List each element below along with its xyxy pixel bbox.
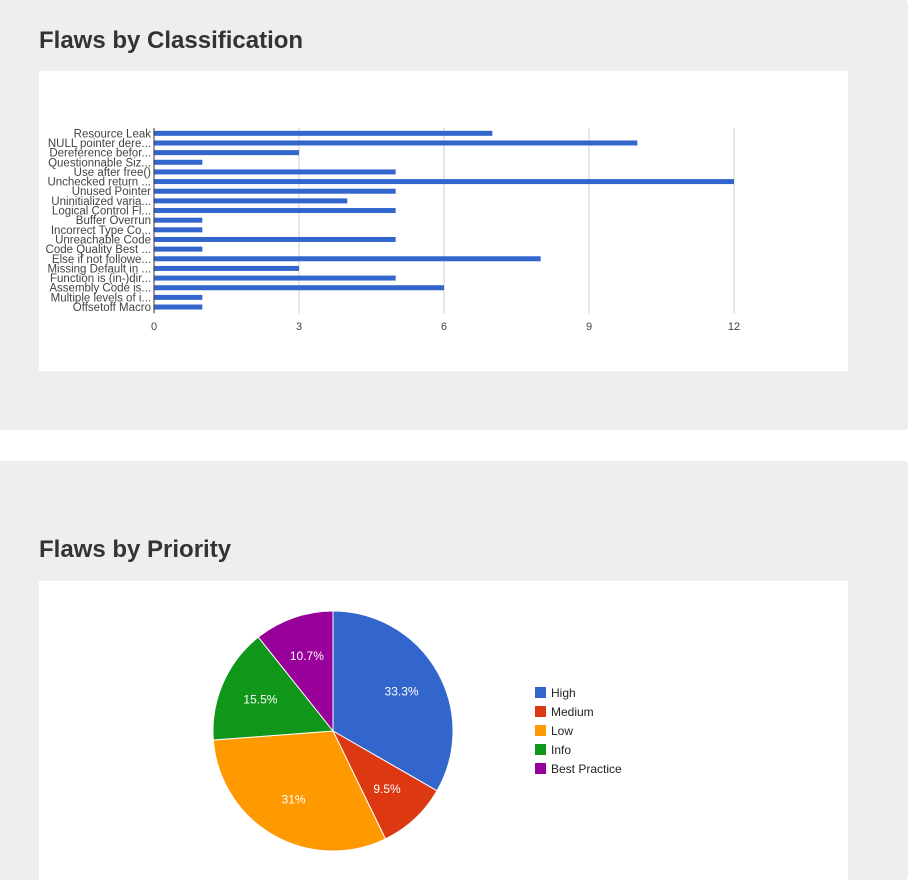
pie-slice[interactable] <box>332 610 454 792</box>
bar[interactable] <box>154 304 203 310</box>
bar[interactable] <box>154 246 203 252</box>
legend-swatch <box>535 687 546 698</box>
category-label: Incorrect Type Co... <box>51 225 151 237</box>
slice-label: 15.5% <box>243 692 277 706</box>
x-tick-label: 3 <box>296 321 302 333</box>
x-tick-label: 6 <box>441 321 447 333</box>
priority-chart-card: 33.3% 9.5% 31% 15.5% 10.7% High Medium Low Info B… <box>39 581 848 880</box>
category-label: Else if not followe... <box>52 254 151 266</box>
bar[interactable] <box>154 150 299 156</box>
category-label: Unreachable Code <box>55 234 151 246</box>
category-label: Uninitialized varia... <box>51 196 151 208</box>
priority-title: Flaws by Priority <box>39 536 232 563</box>
slice-label: 9.5% <box>373 782 401 796</box>
legend-label[interactable]: Info <box>551 743 571 757</box>
classification-chart-card: 0 3 6 9 12 Resource Leak NULL pointer dere... D… <box>39 71 848 371</box>
category-label: Buffer Overrun <box>76 215 151 227</box>
bar[interactable] <box>154 188 396 194</box>
category-label: Use after free() <box>74 167 151 179</box>
bar[interactable] <box>154 236 396 242</box>
bar[interactable] <box>154 294 203 300</box>
legend-label[interactable]: High <box>551 686 576 700</box>
bar[interactable] <box>154 227 203 233</box>
category-label: Logical Control Fl... <box>52 206 151 218</box>
legend-swatch <box>535 725 546 736</box>
bar[interactable] <box>154 208 396 214</box>
bar[interactable] <box>154 275 396 281</box>
classification-panel: Flaws by Classification 0 3 6 9 12 Resource L… <box>0 0 908 430</box>
x-tick-label: 0 <box>151 321 157 333</box>
legend-swatch <box>535 744 546 755</box>
bar[interactable] <box>154 169 396 175</box>
bar[interactable] <box>154 198 348 204</box>
bar[interactable] <box>154 179 734 185</box>
priority-panel: Flaws by Priority 33.3% 9.5% 31% 15.5% 10.7%… <box>0 461 908 880</box>
category-label: Dereference befor... <box>49 148 151 160</box>
category-label: Missing Default in ... <box>47 263 151 275</box>
pie-slice[interactable] <box>257 610 334 733</box>
x-tick-label: 12 <box>728 321 740 333</box>
category-label: Questionnable Siz... <box>48 157 151 169</box>
bar[interactable] <box>154 285 444 291</box>
category-label: Assembly Code is... <box>49 283 151 295</box>
category-label: Unused Pointer <box>72 186 151 198</box>
legend-swatch <box>535 763 546 774</box>
slice-label: 31% <box>282 793 306 807</box>
pie-slice[interactable] <box>212 636 334 741</box>
category-label: Code Quality Best ... <box>46 244 151 256</box>
category-label: Function is (in-)dir... <box>50 273 151 285</box>
bar[interactable] <box>154 217 203 223</box>
priority-pie-chart: 33.3% 9.5% 31% 15.5% 10.7% High Medium Low Info B… <box>212 610 622 852</box>
legend-label[interactable]: Best Practice <box>551 762 622 776</box>
category-label: Resource Leak <box>74 128 152 140</box>
pie-slice[interactable] <box>212 730 387 852</box>
bar[interactable] <box>154 140 638 146</box>
category-label: Unchecked return ... <box>47 177 151 189</box>
category-label: Offsetoff Macro <box>73 302 151 314</box>
bar[interactable] <box>154 256 541 262</box>
bar[interactable] <box>154 265 299 271</box>
legend-label[interactable]: Low <box>551 724 573 738</box>
legend-label[interactable]: Medium <box>551 705 594 719</box>
bar[interactable] <box>154 130 493 136</box>
slice-label: 33.3% <box>385 684 419 698</box>
x-tick-label: 9 <box>586 321 592 333</box>
slice-label: 10.7% <box>290 649 324 663</box>
category-label: Multiple levels of i... <box>51 292 151 304</box>
classification-title: Flaws by Classification <box>39 27 304 54</box>
bar[interactable] <box>154 159 203 165</box>
category-label: NULL pointer dere... <box>48 138 151 150</box>
legend-swatch <box>535 706 546 717</box>
